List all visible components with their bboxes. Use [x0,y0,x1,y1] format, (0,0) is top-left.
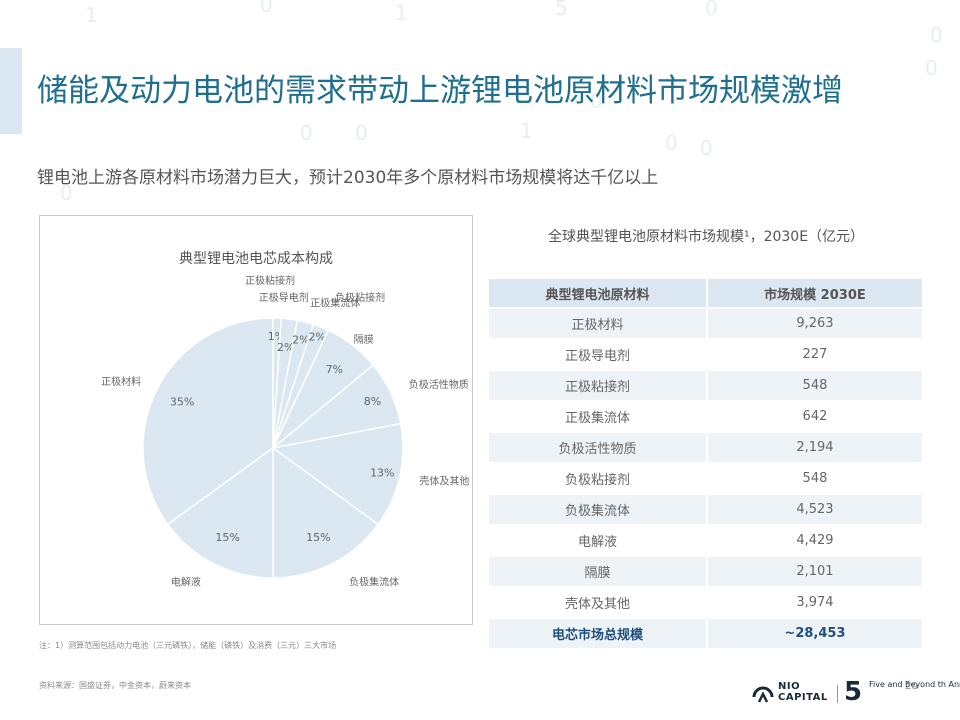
pie-percent-label: 15% [215,531,239,544]
table-row: 壳体及其他 3,974 [489,588,922,617]
table-row: 隔膜 2,101 [489,557,922,586]
material-cell: 正极导电剂 [489,340,706,369]
nio-capital-wordmark: NIO CAPITAL [778,681,828,703]
material-cell: 负极集流体 [489,495,706,524]
market-size-cell: 548 [705,371,922,400]
pie-category-label: 负极活性物质 [409,378,469,391]
market-size-cell: 4,523 [705,495,922,524]
pie-percent-label: 2% [308,330,325,343]
material-cell: 壳体及其他 [489,588,706,617]
svg-text:0: 0 [260,0,273,17]
pie-percent-label: 13% [370,466,394,479]
table-row: 负极粘接剂 548 [489,464,922,493]
pie-category-label: 正极粘接剂 [245,274,295,287]
svg-text:5: 5 [555,0,568,20]
material-cell: 负极粘接剂 [489,464,706,493]
pie-category-label: 正极集流体 [310,297,360,310]
column-header-material: 典型锂电池原材料 [489,279,706,307]
pie-category-label: 壳体及其他 [419,475,469,488]
pie-slice [142,317,274,526]
market-size-cell: 4,429 [705,526,922,555]
pie-category-label: 负极粘接剂 [335,291,385,304]
market-size-cell: 9,263 [705,309,922,338]
pie-chart-panel: 典型锂电池电芯成本构成 35% 正极材料 1% 正极粘接剂 2% 正极导电剂 2% 正极集流体… [39,215,473,625]
total-value-cell: ~28,453 [705,619,922,648]
pie-percent-label: 8% [364,395,381,408]
pie-slice [272,446,380,579]
table-total-row: 电芯市场总规模 ~28,453 [489,619,922,648]
svg-text:0: 0 [705,0,718,20]
svg-text:0: 0 [700,136,713,160]
pie-chart: 35%正极材料1%正极粘接剂2%正极导电剂2%正极集流体2%负极粘接剂7%隔膜8… [101,274,469,589]
pie-category-label: 负极集流体 [349,576,399,589]
market-size-cell: 2,194 [705,433,922,462]
svg-text:1: 1 [395,1,408,25]
material-cell: 正极集流体 [489,402,706,431]
pie-percent-label: 7% [326,363,343,376]
source-note: 资料来源：国盛证券，中金资本，蔚来资本 [39,681,191,690]
table-header-row: 典型锂电池原材料 市场规模 2030E [489,279,922,307]
pie-slice [271,422,404,526]
page-number: 20 [905,681,918,692]
svg-text:0: 0 [355,121,368,145]
material-cell: 正极粘接剂 [489,371,706,400]
table-row: 正极集流体 642 [489,402,922,431]
material-cell: 电解液 [489,526,706,555]
pie-category-label: 正极导电剂 [259,291,309,304]
pie-slice [166,446,274,579]
market-size-cell: 2,101 [705,557,922,586]
market-size-cell: 642 [705,402,922,431]
logo-divider [837,685,838,703]
nio-logo-icon [752,686,774,703]
title-accent-bar [0,48,22,134]
pie-percent-label: 2% [292,334,309,347]
page-title: 储能及动力电池的需求带动上游锂电池原材料市场规模激增 [37,72,843,109]
material-cell: 正极材料 [489,309,706,338]
table-row: 正极材料 9,263 [489,309,922,338]
table-row: 负极活性物质 2,194 [489,433,922,462]
table-row: 电解液 4,429 [489,526,922,555]
svg-text:0: 0 [665,131,678,155]
market-size-table: 典型锂电池原材料 市场规模 2030E 正极材料 9,263 正极导电剂 227 正极粘… [489,277,922,650]
page-subtitle: 锂电池上游各原材料市场潜力巨大，预计2030年多个原材料市场规模将达千亿以上 [37,168,659,188]
table-row: 负极集流体 4,523 [489,495,922,524]
pie-percent-label: 35% [170,396,194,409]
svg-text:1: 1 [520,119,533,143]
pie-category-label: 隔膜 [354,334,374,346]
anniversary-number: 5 [844,677,863,707]
table-row: 正极导电剂 227 [489,340,922,369]
pie-category-label: 电解液 [171,576,201,589]
material-cell: 负极活性物质 [489,433,706,462]
material-cell: 隔膜 [489,557,706,586]
market-size-cell: 227 [705,340,922,369]
svg-text:0: 0 [925,56,938,80]
column-header-market-size: 市场规模 2030E [705,279,922,307]
anniversary-text: Five and Beyond th Anniversary [869,680,960,689]
footnote: 注：1）测算范围包括动力电池（三元磷铁），储能（磷铁）及消费（三元）三大市场 [39,641,337,650]
pie-percent-label: 15% [306,531,330,544]
pie-category-label: 正极材料 [101,375,141,388]
table-body: 正极材料 9,263 正极导电剂 227 正极粘接剂 548 正极集流体 642 负极活性物质 2… [489,309,922,648]
pie-percent-label: 2% [277,341,294,354]
market-size-cell: 3,974 [705,588,922,617]
market-size-cell: 548 [705,464,922,493]
table-row: 正极粘接剂 548 [489,371,922,400]
svg-text:1: 1 [85,3,98,27]
svg-text:0: 0 [300,121,313,145]
table-title: 全球典型锂电池原材料市场规模¹，2030E（亿元） [547,229,865,245]
pie-chart-title: 典型锂电池电芯成本构成 [179,251,333,267]
svg-text:0: 0 [930,23,943,47]
total-label-cell: 电芯市场总规模 [489,619,706,648]
